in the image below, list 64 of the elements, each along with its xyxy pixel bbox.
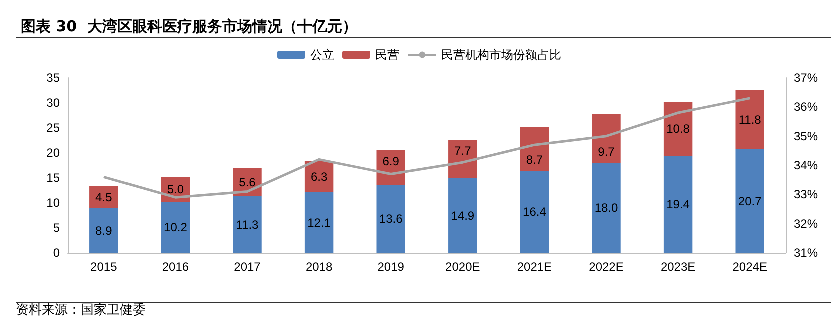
data-label: 5.0	[167, 182, 184, 196]
bar	[304, 192, 334, 253]
legend-label: 民营	[376, 48, 400, 62]
x-tick-label: 2016	[162, 260, 190, 274]
data-label: 8.9	[96, 224, 113, 238]
data-label: 4.5	[96, 190, 113, 204]
y-tick-label: 35	[46, 71, 60, 85]
data-label: 11.8	[738, 113, 762, 127]
bar	[90, 208, 118, 253]
bar	[448, 178, 478, 253]
y2-tick-label: 36%	[794, 100, 818, 114]
data-label: 16.4	[523, 205, 547, 219]
x-tick-label: 2022E	[589, 260, 624, 274]
y-tick-label: 10	[46, 196, 60, 210]
data-label: 7.7	[454, 144, 472, 158]
x-tick-label: 2019	[378, 260, 405, 274]
data-label: 8.7	[526, 153, 544, 167]
y2-tick-label: 37%	[794, 71, 818, 85]
legend-label: 民营机构市场份额占比	[442, 48, 562, 62]
x-tick-label: 2020E	[446, 260, 480, 274]
y-tick-label: 25	[46, 121, 60, 135]
bar	[592, 114, 621, 163]
bar	[520, 171, 550, 253]
x-tick-label: 2018	[306, 260, 333, 274]
x-tick-label: 2015	[90, 260, 118, 274]
x-tick-label: 2023E	[660, 260, 696, 274]
data-label: 10.2	[164, 220, 188, 234]
data-label: 10.8	[666, 122, 690, 136]
data-label: 5.6	[239, 176, 256, 190]
y-tick-label: 30	[46, 96, 60, 110]
data-label: 6.3	[310, 170, 328, 184]
bar	[90, 186, 118, 208]
x-tick-label: 2024E	[732, 260, 768, 274]
x-tick-label: 2021E	[517, 260, 552, 274]
y2-tick-label: 34%	[794, 158, 818, 172]
data-label: 11.3	[236, 218, 260, 232]
text: 资料来源：国家卫健委	[16, 302, 146, 318]
bar	[736, 150, 764, 253]
data-label: 20.7	[738, 194, 762, 208]
y2-tick-label: 31%	[794, 246, 818, 260]
y-tick-label: 5	[53, 221, 60, 235]
y2-tick-label: 33%	[794, 188, 818, 202]
data-label: 9.7	[598, 145, 616, 159]
y-tick-label: 15	[46, 171, 60, 185]
bar	[664, 156, 693, 253]
data-label: 18.0	[594, 201, 618, 215]
bar	[161, 202, 190, 253]
bar	[233, 196, 262, 253]
y-tick-label: 0	[53, 246, 60, 260]
data-label: 14.9	[451, 208, 475, 223]
data-label: 12.1	[308, 216, 332, 230]
y2-tick-label: 32%	[794, 216, 818, 231]
chart-title: 图表 30 大湾区眼科医疗服务市场情况（十亿元）	[21, 18, 358, 36]
x-tick-label: 2017	[234, 260, 262, 274]
data-label: 13.6	[379, 212, 404, 226]
y2-tick-label: 35%	[794, 129, 818, 144]
data-label: 19.4	[666, 198, 690, 212]
bar	[592, 163, 621, 253]
bar	[376, 185, 406, 253]
bar	[448, 140, 478, 178]
y-tick-label: 20	[46, 146, 60, 160]
legend-label: 公立	[310, 48, 334, 62]
data-label: 6.9	[382, 154, 400, 168]
bar	[736, 90, 764, 150]
